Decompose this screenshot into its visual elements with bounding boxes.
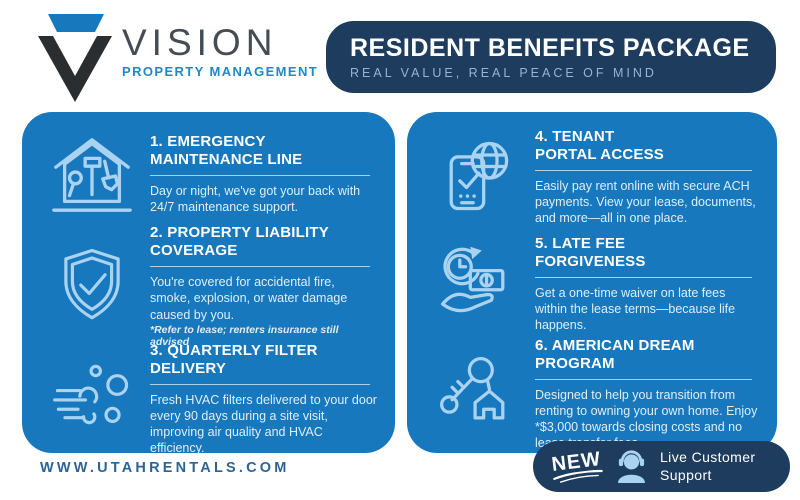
new-flag: NEW	[549, 448, 604, 484]
benefit-title: 6. AMERICAN DREAM PROGRAM	[535, 336, 695, 372]
benefit-title: 4. TENANT PORTAL ACCESS	[535, 127, 665, 163]
headset-support-icon	[618, 449, 645, 483]
benefit-description: Day or night, we've got your back with 2…	[150, 183, 361, 214]
benefit-item-3: 3. QUARTERLY FILTER DELIVERY Fresh HVAC …	[34, 341, 381, 455]
wind-air-icon	[34, 357, 150, 441]
benefit-item-5: 5. LATE FEE FORGIVENESS Get a one-time w…	[419, 233, 763, 335]
logo-text-block: VISION PROPERTY MANAGEMENT	[122, 24, 318, 79]
swoosh-underline-icon	[553, 469, 603, 483]
page-title: RESIDENT BENEFITS PACKAGE	[350, 34, 750, 62]
title-divider	[535, 378, 753, 380]
brand-tagline: PROPERTY MANAGEMENT	[122, 64, 319, 79]
benefit-title: 1. EMERGENCY MAINTENANCE LINE	[150, 132, 303, 168]
benefit-description: Get a one-time waiver on late fees withi…	[535, 285, 736, 333]
benefit-description: You're covered for accidental fire, smok…	[150, 275, 348, 322]
title-divider	[535, 169, 753, 171]
house-tools-icon	[34, 130, 150, 218]
brand-name: VISION	[122, 22, 278, 63]
benefit-item-6: 6. AMERICAN DREAM PROGRAM Designed to he…	[419, 335, 763, 453]
benefit-description: Easily pay rent online with secure ACH p…	[535, 178, 756, 226]
benefit-note: *Refer to lease; renters insurance still…	[150, 323, 339, 348]
live-support-badge: NEW Live Customer Support	[533, 441, 790, 492]
keys-house-icon	[419, 351, 535, 437]
title-divider	[150, 174, 371, 176]
benefit-item-4: 4. TENANT PORTAL ACCESS Easily pay rent …	[419, 121, 763, 233]
vision-logo-icon	[38, 12, 118, 104]
benefit-item-2: 2. PROPERTY LIABILITY COVERAGE You're co…	[34, 224, 381, 348]
benefit-title: 3. QUARTERLY FILTER DELIVERY	[150, 341, 318, 377]
website-link[interactable]: WWW.UTAHRENTALS.COM	[40, 460, 290, 476]
benefit-title: 5. LATE FEE FORGIVENESS	[535, 234, 646, 270]
benefit-title: 2. PROPERTY LIABILITY COVERAGE	[150, 224, 329, 260]
benefit-description: Fresh HVAC filters delivered to your doo…	[150, 392, 377, 456]
phone-globe-icon	[419, 134, 535, 220]
benefit-item-1: 1. EMERGENCY MAINTENANCE LINE Day or nig…	[34, 121, 381, 227]
badge-label: Live Customer Support	[660, 449, 756, 483]
title-divider	[535, 276, 753, 278]
hand-money-clock-icon	[419, 241, 535, 327]
benefits-panel-right: 4. TENANT PORTAL ACCESS Easily pay rent …	[407, 112, 777, 453]
page-subtitle: REAL VALUE, REAL PEACE OF MIND	[350, 66, 657, 80]
title-divider	[150, 266, 371, 268]
benefits-panel-left: 1. EMERGENCY MAINTENANCE LINE Day or nig…	[22, 112, 395, 455]
header-banner: RESIDENT BENEFITS PACKAGE REAL VALUE, RE…	[326, 21, 776, 93]
shield-check-icon	[34, 244, 150, 328]
title-divider	[150, 383, 371, 385]
